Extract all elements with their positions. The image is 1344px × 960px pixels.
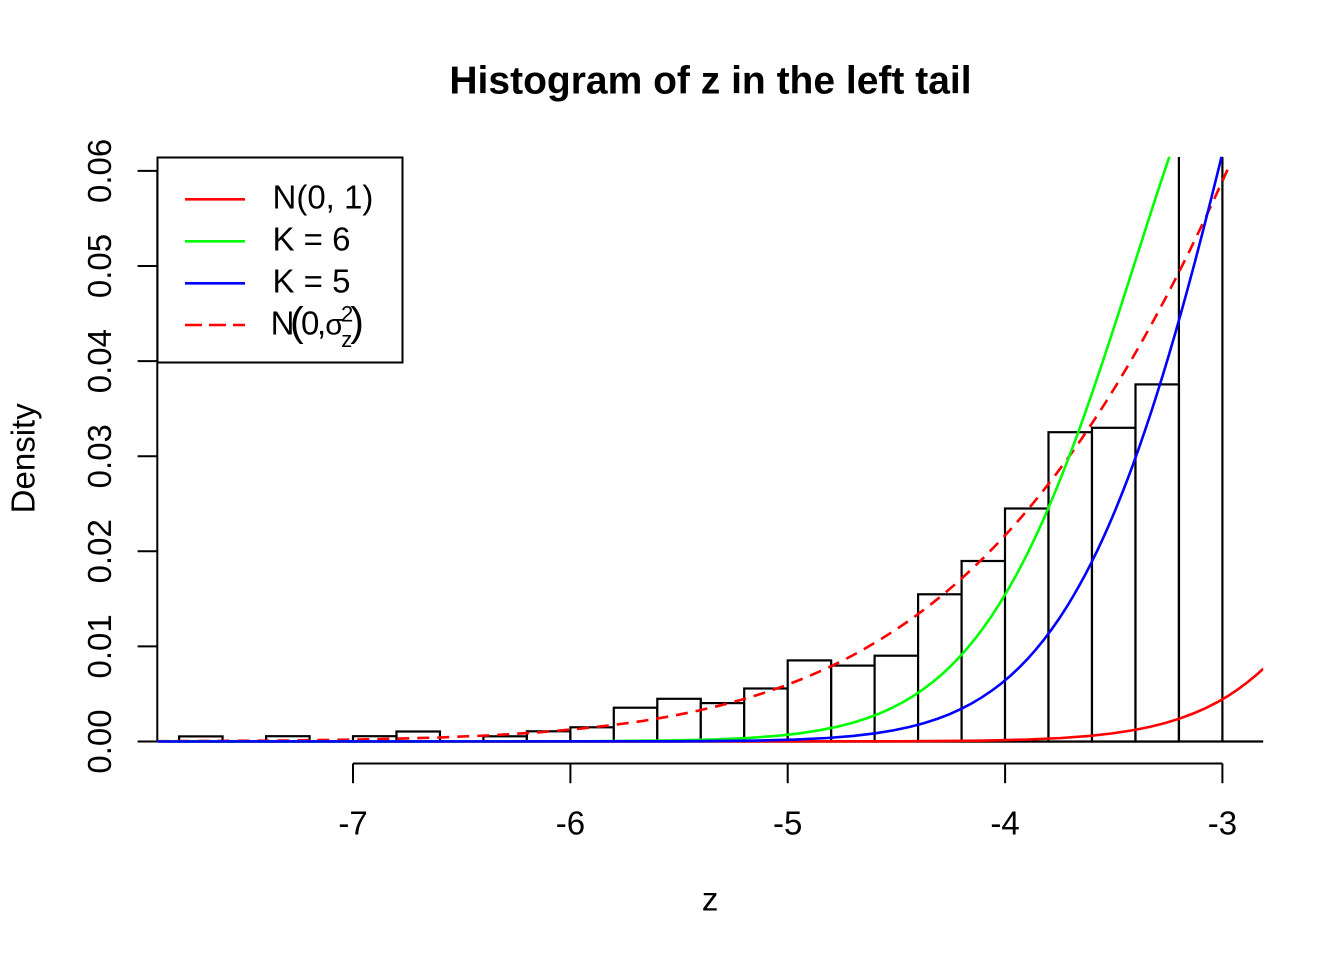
- svg-text:-5: -5: [773, 805, 802, 842]
- svg-text:0.01: 0.01: [81, 614, 118, 678]
- svg-text:σ: σ: [325, 309, 344, 342]
- svg-text:K = 5: K = 5: [273, 263, 351, 300]
- svg-text:0.06: 0.06: [81, 139, 118, 203]
- svg-text:,: ,: [317, 305, 326, 342]
- svg-text:-7: -7: [338, 805, 367, 842]
- svg-text:K = 6: K = 6: [273, 221, 351, 258]
- svg-text:0.02: 0.02: [81, 519, 118, 583]
- svg-text:-4: -4: [990, 805, 1019, 842]
- svg-text:(: (: [290, 298, 304, 344]
- svg-text:0.00: 0.00: [81, 709, 118, 773]
- svg-text:N: N: [271, 305, 295, 342]
- svg-text:Histogram of z in the left tai: Histogram of z in the left tail: [449, 60, 971, 103]
- svg-text:0.04: 0.04: [81, 329, 118, 393]
- svg-text:N(0, 1): N(0, 1): [273, 179, 374, 216]
- svg-text:z: z: [341, 327, 352, 352]
- svg-text:-6: -6: [556, 805, 585, 842]
- svg-text:0.03: 0.03: [81, 424, 118, 488]
- svg-text:0: 0: [301, 305, 319, 342]
- svg-text:2: 2: [341, 302, 353, 327]
- svg-text:Density: Density: [5, 403, 42, 514]
- svg-text:): ): [350, 298, 364, 344]
- svg-text:z: z: [702, 880, 719, 917]
- svg-text:0.05: 0.05: [81, 234, 118, 298]
- svg-text:-3: -3: [1208, 805, 1237, 842]
